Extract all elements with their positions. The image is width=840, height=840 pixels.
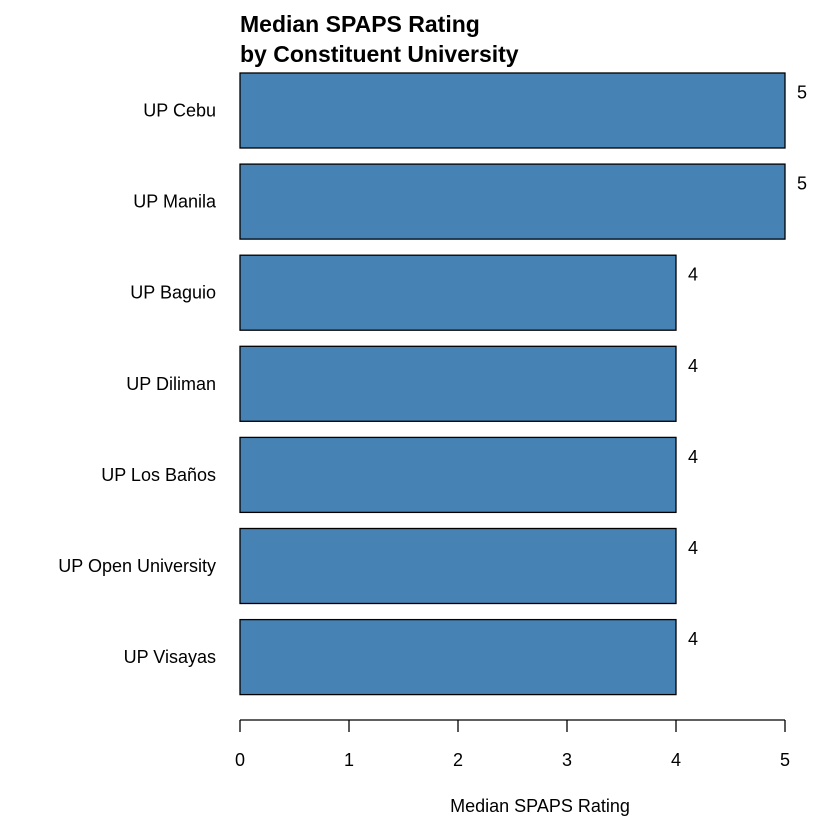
chart-title-line-2: by Constituent University [240,41,519,67]
bar-1 [239,163,786,240]
chart-title-line-1: Median SPAPS Rating [240,11,480,37]
bar-0 [239,72,786,149]
bars-group [239,72,786,696]
category-label-4: UP Los Baños [101,465,216,485]
x-tick-label-3: 3 [562,750,572,770]
chart-title: Median SPAPS Rating by Constituent Unive… [240,11,519,67]
category-label-6: UP Visayas [124,647,216,667]
value-label-0: 5 [797,83,807,103]
value-label-3: 4 [688,356,698,376]
value-label-1: 5 [797,174,807,194]
value-label-5: 4 [688,538,698,558]
value-label-4: 4 [688,447,698,467]
category-label-3: UP Diliman [126,374,216,394]
value-label-6: 4 [688,629,698,649]
category-label-5: UP Open University [58,556,216,576]
x-tick-label-4: 4 [671,750,681,770]
x-axis: 0 1 2 3 4 5 [235,719,790,770]
x-tick-label-2: 2 [453,750,463,770]
value-labels: 5 5 4 4 4 4 4 [688,83,807,650]
x-axis-title: Median SPAPS Rating [450,796,630,816]
category-label-2: UP Baguio [130,283,216,303]
x-tick-label-1: 1 [344,750,354,770]
bar-5 [239,527,677,605]
value-label-2: 4 [688,265,698,285]
category-labels: UP Cebu UP Manila UP Baguio UP Diliman UP Lo… [58,101,217,668]
x-tick-label-0: 0 [235,750,245,770]
bar-3 [239,345,677,422]
bar-4 [239,436,677,514]
category-label-1: UP Manila [133,192,217,212]
bar-2 [239,254,677,331]
bar-6 [239,618,677,696]
category-label-0: UP Cebu [143,101,216,121]
x-tick-label-5: 5 [780,750,790,770]
